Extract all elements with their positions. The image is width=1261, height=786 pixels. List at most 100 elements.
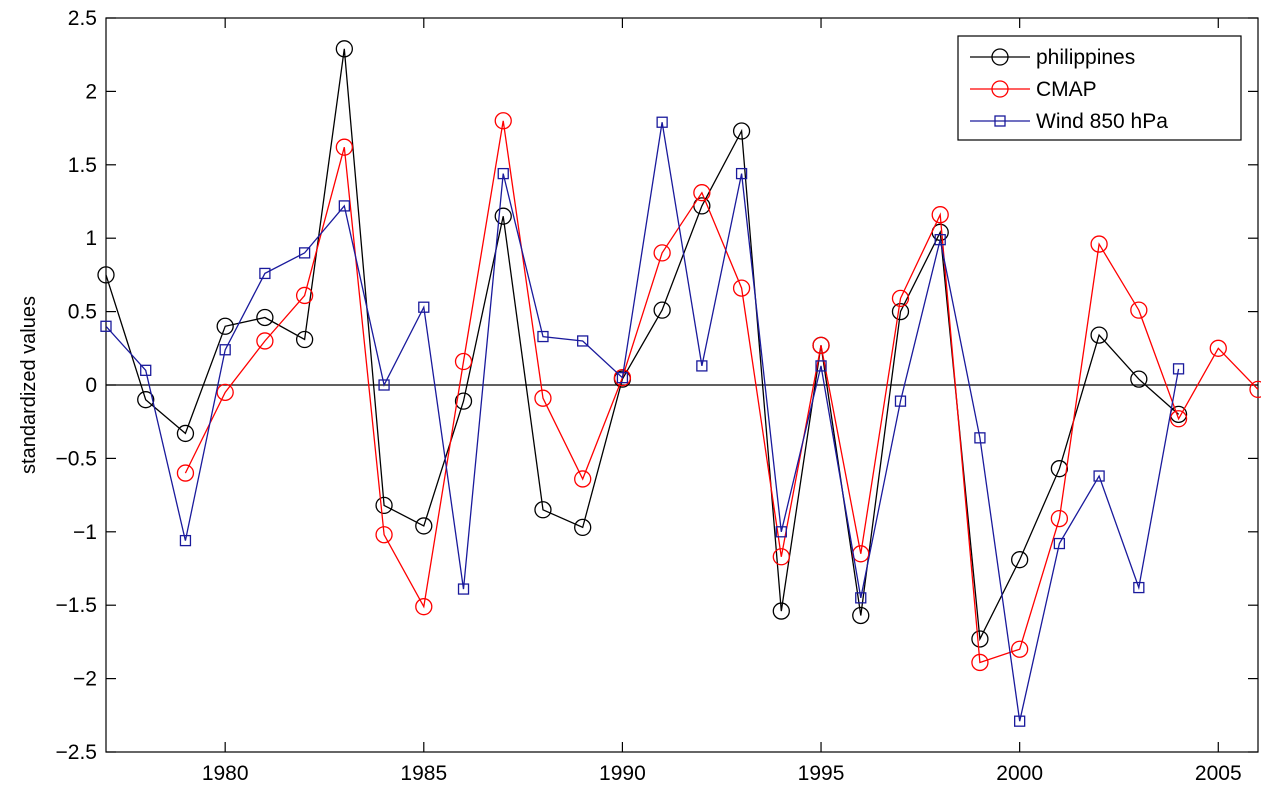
data-point-cmap [256,332,274,350]
y-tick-label: 0 [85,374,97,397]
data-point-philippines [653,301,671,319]
data-point-cmap [534,389,552,407]
data-point-wind-850-hpa [140,364,152,376]
data-point-cmap [1050,509,1069,528]
data-point-cmap [812,336,830,355]
y-tick-label: −0.5 [56,447,97,470]
data-point-cmap [216,383,234,401]
data-point-wind-850-hpa [338,200,350,212]
y-tick-label: 1 [85,227,97,250]
data-point-philippines [137,391,155,409]
y-axis-label: standardized values [18,296,40,474]
data-point-cmap [494,112,512,130]
data-point-cmap [574,470,592,488]
data-point-wind-850-hpa [219,344,231,356]
data-point-wind-850-hpa [537,330,549,343]
data-point-cmap [653,244,671,262]
data-point-wind-850-hpa [735,167,748,180]
data-point-wind-850-hpa [1172,363,1185,375]
data-point-cmap [971,653,989,672]
data-point-philippines [891,302,910,321]
data-point-cmap [732,279,751,297]
legend-swatch-marker [991,80,1009,98]
y-tick-label: −2.5 [56,741,97,764]
legend: philippines CMAP Wind 850 hPa [957,35,1242,141]
data-point-wind-850-hpa [894,395,907,407]
series-line-cmap [184,120,1259,664]
x-tick-label: 1990 [599,762,646,785]
data-point-wind-850-hpa [298,247,311,259]
data-point-cmap [931,206,949,224]
legend-swatch-marker [994,115,1006,127]
series-line-wind-850-hpa [105,122,1180,722]
data-point-cmap [613,369,632,387]
data-point-wind-850-hpa [775,526,787,538]
data-point-wind-850-hpa [656,116,668,128]
data-point-philippines [1130,370,1148,388]
y-tick-label: 2.5 [68,7,97,30]
legend-label: Wind 850 hPa [1036,110,1168,133]
x-tick-label: 1980 [202,762,249,785]
data-point-cmap [415,598,433,616]
data-point-wind-850-hpa [259,267,271,280]
data-point-wind-850-hpa [418,301,430,313]
data-point-cmap [176,464,195,482]
data-point-philippines [852,606,870,625]
data-point-wind-850-hpa [815,360,827,372]
y-tick-label: 2 [85,80,97,103]
legend-label: philippines [1036,46,1135,69]
y-tick-label: −1 [73,521,97,544]
data-point-philippines [335,40,353,58]
data-point-cmap [335,138,353,156]
legend-item-philippines: philippines [970,46,1135,69]
series-wind-850-hpa [100,116,1185,727]
legend-label: CMAP [1036,78,1097,101]
data-point-wind-850-hpa [457,583,470,595]
legend-swatch-marker [991,48,1009,66]
x-tick-label: 1985 [400,762,447,785]
y-tick-label: 1.5 [68,154,97,177]
data-point-philippines [971,630,989,648]
legend-item-cmap: CMAP [970,78,1097,101]
data-point-wind-850-hpa [855,592,867,604]
data-point-wind-850-hpa [974,432,986,444]
data-point-philippines [375,496,393,515]
data-point-philippines [494,207,512,225]
data-point-cmap [1249,380,1261,399]
data-point-cmap [1011,640,1029,658]
x-tick-label: 2000 [996,762,1043,785]
axis-ticks: 1980 1985 1990 1995 2000 2005 −2.5 −2 −1.5 −1 −0.5… [56,7,1258,785]
y-tick-label: −1.5 [56,594,97,617]
series-line-philippines [105,48,1180,642]
data-point-philippines [574,518,592,537]
series-philippines [97,40,1188,648]
data-point-philippines [1050,460,1069,478]
series-layer [97,40,1261,727]
data-point-cmap [1130,301,1148,319]
data-point-wind-850-hpa [378,379,390,391]
data-point-philippines [216,317,234,335]
data-point-cmap [295,286,314,305]
series-cmap [176,112,1261,672]
data-point-cmap [772,548,790,566]
data-point-cmap [454,352,473,371]
y-tick-label: −2 [73,668,97,691]
data-point-philippines [1011,551,1029,569]
x-tick-label: 1995 [798,762,845,785]
data-point-philippines [772,602,790,620]
data-point-cmap [1209,339,1227,357]
data-point-wind-850-hpa [100,320,112,332]
data-point-wind-850-hpa [616,372,629,384]
data-point-philippines [295,330,314,349]
data-point-philippines [732,122,751,140]
data-point-cmap [1169,410,1188,428]
y-tick-label: 0.5 [68,301,97,324]
data-point-wind-850-hpa [696,360,708,372]
data-point-philippines [534,501,552,519]
data-point-cmap [375,526,393,544]
data-point-philippines [176,424,195,443]
data-point-wind-850-hpa [1093,470,1105,482]
data-point-wind-850-hpa [497,167,509,180]
data-point-wind-850-hpa [179,534,192,547]
